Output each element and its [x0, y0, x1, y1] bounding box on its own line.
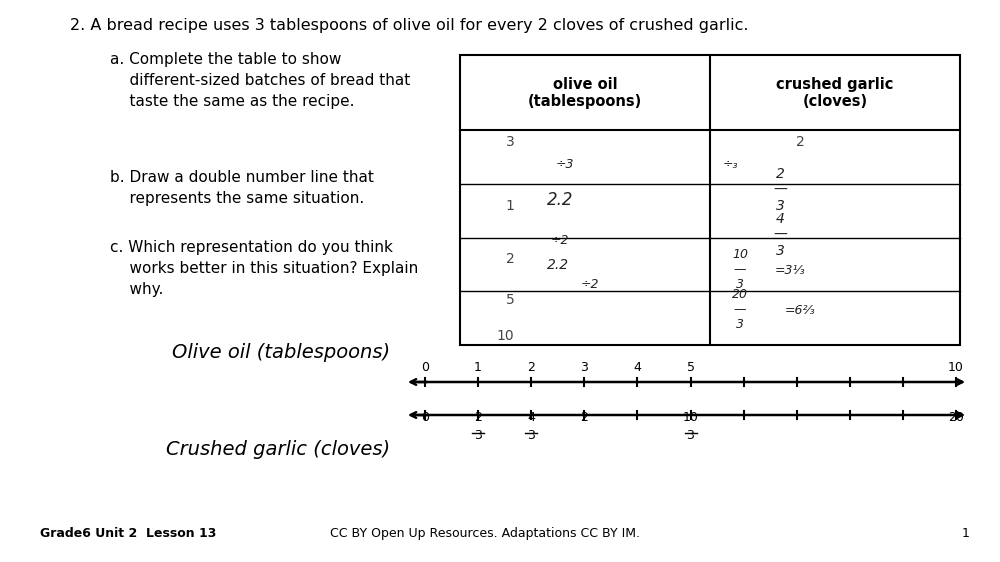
Text: =3¹⁄₃: =3¹⁄₃	[775, 264, 805, 277]
Text: 4: 4	[527, 411, 535, 424]
Text: crushed garlic
(cloves): crushed garlic (cloves)	[776, 77, 894, 109]
Text: 2: 2	[506, 252, 514, 266]
Text: 2.2: 2.2	[547, 258, 569, 272]
Text: 1: 1	[962, 527, 970, 540]
Text: a. Complete the table to show
    different-sized batches of bread that
    tast: a. Complete the table to show different-…	[110, 52, 410, 109]
Text: 5: 5	[686, 361, 694, 374]
Text: 3: 3	[527, 429, 535, 442]
Text: 0: 0	[421, 361, 429, 374]
Text: 2.2: 2.2	[547, 191, 573, 209]
Text: 1: 1	[474, 361, 482, 374]
Text: 10: 10	[496, 329, 514, 343]
Text: b. Draw a double number line that
    represents the same situation.: b. Draw a double number line that repres…	[110, 170, 374, 206]
Text: 2. A bread recipe uses 3 tablespoons of olive oil for every 2 cloves of crushed : 2. A bread recipe uses 3 tablespoons of …	[70, 18, 748, 33]
Text: Olive oil (tablespoons): Olive oil (tablespoons)	[172, 343, 390, 362]
Text: 3: 3	[506, 135, 514, 149]
Text: =6²⁄₃: =6²⁄₃	[785, 303, 815, 316]
Text: ÷2: ÷2	[581, 279, 599, 292]
Text: c. Which representation do you think
    works better in this situation? Explain: c. Which representation do you think wor…	[110, 240, 418, 297]
Text: 3: 3	[474, 429, 482, 442]
Text: 10
—
3: 10 — 3	[732, 248, 748, 292]
Text: ÷2: ÷2	[551, 233, 569, 247]
Text: 4: 4	[633, 361, 641, 374]
Text: 2: 2	[580, 411, 588, 424]
Text: Grade6 Unit 2  Lesson 13: Grade6 Unit 2 Lesson 13	[40, 527, 216, 540]
Text: 2: 2	[527, 361, 535, 374]
Text: 20
—
3: 20 — 3	[732, 288, 748, 332]
Text: 20: 20	[948, 411, 964, 424]
Text: 2: 2	[474, 411, 482, 424]
Text: 1: 1	[506, 198, 514, 212]
Text: CC BY Open Up Resources. Adaptations CC BY IM.: CC BY Open Up Resources. Adaptations CC …	[330, 527, 640, 540]
Text: ÷3: ÷3	[556, 158, 574, 171]
Bar	[460, 55, 960, 345]
Text: 5: 5	[506, 293, 514, 307]
Text: 3: 3	[687, 429, 694, 442]
Text: 4
—
3: 4 — 3	[773, 212, 787, 258]
Text: Crushed garlic (cloves): Crushed garlic (cloves)	[166, 440, 390, 459]
Text: 2: 2	[796, 135, 804, 149]
Text: 2
—
3: 2 — 3	[773, 167, 787, 213]
Text: olive oil
(tablespoons): olive oil (tablespoons)	[528, 77, 642, 109]
Text: 10: 10	[948, 361, 964, 374]
Text: 3: 3	[580, 361, 588, 374]
Text: ÷₃: ÷₃	[722, 158, 738, 171]
Text: 10: 10	[683, 411, 698, 424]
Text: 0: 0	[421, 411, 429, 424]
